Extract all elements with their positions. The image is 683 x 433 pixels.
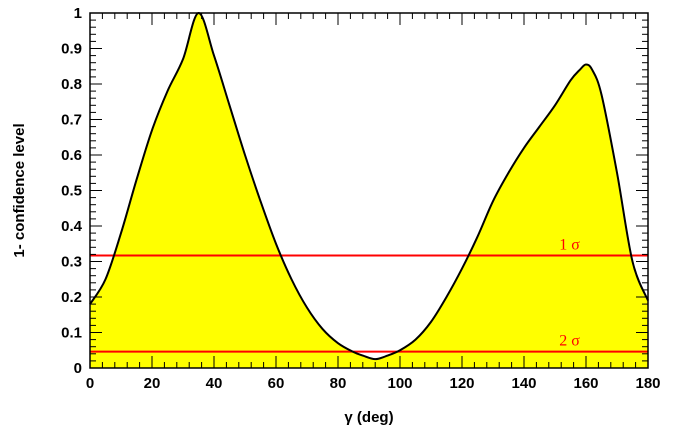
y-axis-title: 1- confidence level [11,123,28,257]
x-axis-title: γ (deg) [344,409,393,426]
x-tick-label: 60 [268,375,285,392]
x-tick-label: 180 [635,375,660,392]
y-tick-label: 0.3 [61,254,82,271]
y-tick-label: 0.6 [61,147,82,164]
y-tick-label: 0.9 [61,41,82,58]
x-tick-label: 80 [330,375,347,392]
y-tick-label: 0.4 [61,218,83,235]
area-fill [90,12,648,369]
y-tick-label: 0.1 [61,325,82,342]
y-axis: 0 0.1 0.2 0.3 0.4 0.5 0.6 0.7 0.8 0.9 1 [61,5,648,377]
x-tick-label: 20 [144,375,161,392]
x-tick-label: 40 [206,375,223,392]
x-axis: 0 20 40 60 80 100 120 140 160 180 [86,13,661,392]
x-tick-label: 100 [387,375,412,392]
y-tick-label: 0.7 [61,112,82,129]
y-tick-label: 0.5 [61,183,82,200]
y-tick-label: 0 [74,360,82,377]
plot-area: 1 σ 2 σ [89,12,649,369]
x-tick-label: 160 [573,375,598,392]
curve-line [89,12,649,361]
reference-label-1: 1 σ [559,236,580,253]
reference-label-2: 2 σ [559,333,580,350]
y-tick-label: 0.2 [61,289,82,306]
x-tick-label: 140 [511,375,536,392]
x-tick-label: 0 [86,375,94,392]
y-tick-label: 0.8 [61,76,82,93]
x-tick-label: 120 [449,375,474,392]
y-tick-label: 1 [74,5,82,22]
